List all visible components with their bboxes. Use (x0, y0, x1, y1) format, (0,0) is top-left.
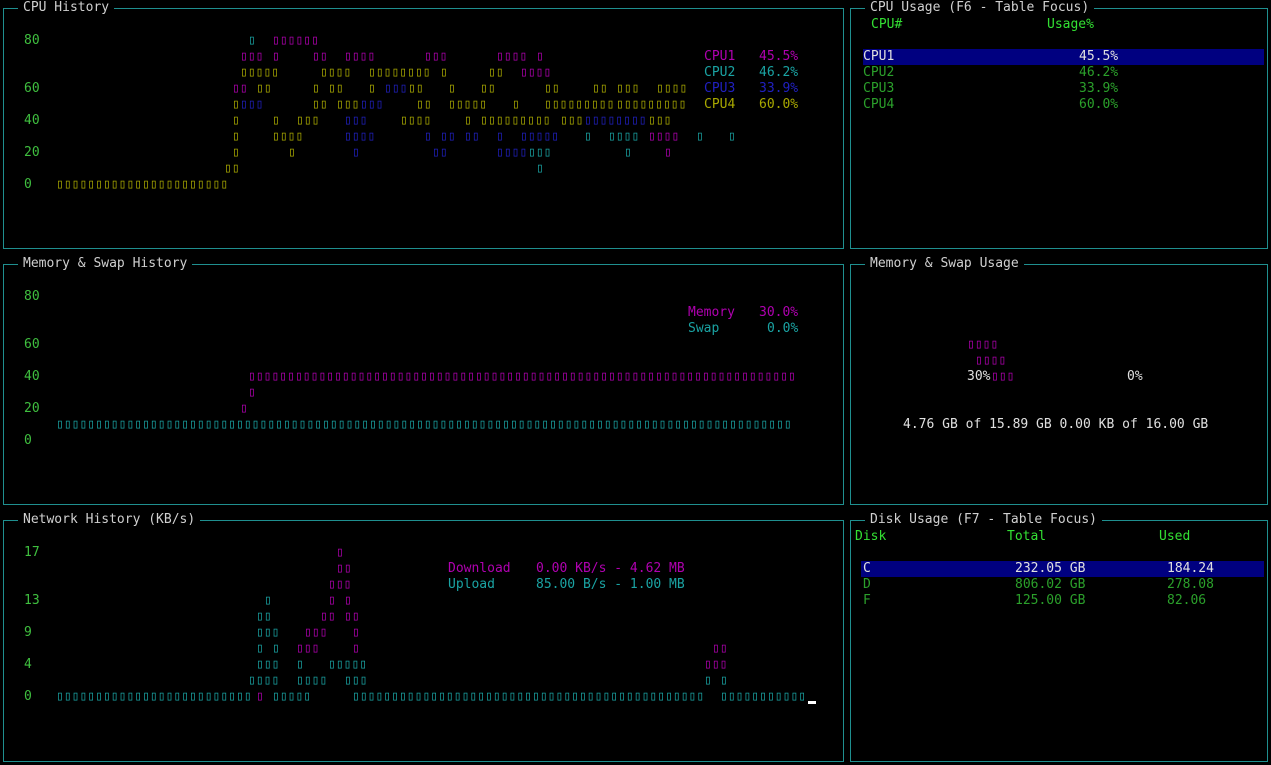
disk-column-header[interactable]: Disk (855, 529, 887, 544)
disk-usage-title: Disk Usage (F7 - Table Focus) (865, 512, 1102, 528)
y-tick: 60 (24, 337, 40, 352)
total-column-header[interactable]: Total (1007, 529, 1047, 544)
disk-total: 806.02 GB (1015, 577, 1086, 592)
network-history-chart: ▯ ▯▯ ▯▯▯ ▯ ▯ ▯ ▯▯ ▯▯ ▯▯ ▯▯▯ ▯▯▯ ▯ ▯ ▯ ▯▯▯ ▯ ▯▯ ▯▯▯ ▯ ▯▯▯▯▯ ▯… (56, 545, 807, 704)
cpu-name: CPU1 (863, 49, 895, 64)
y-tick: 0 (24, 177, 32, 192)
y-tick: 40 (24, 369, 40, 384)
disk-total: 125.00 GB (1015, 593, 1086, 608)
legend-value-upload: 85.00 B/s - 1.00 MB (536, 577, 685, 592)
terminal-cursor (808, 701, 816, 704)
disk-used: 184.24 (1167, 561, 1214, 576)
cpu-usage-value: 60.0% (1079, 97, 1119, 112)
disk-name: C (863, 561, 871, 576)
legend-label-memory: Memory (688, 305, 735, 320)
cpu-usage-value: 45.5% (1079, 49, 1119, 64)
disk-name: D (863, 577, 871, 592)
memory-detail: 4.76 GB of 15.89 GB 0.00 KB of 16.00 GB (903, 417, 1209, 432)
usage-column-header[interactable]: Usage% (1047, 17, 1094, 32)
legend-value-memory: 30.0% (759, 305, 799, 320)
legend-value-download: 0.00 KB/s - 4.62 MB (536, 561, 685, 576)
y-tick: 60 (24, 81, 40, 96)
disk-name: F (863, 593, 871, 608)
y-tick: 4 (24, 657, 32, 672)
cpu-usage-value: 46.2% (1079, 65, 1119, 80)
legend-value-cpu2: 46.2% (759, 65, 799, 80)
cpu-usage-panel[interactable]: CPU Usage (F6 - Table Focus) CPU# Usage%… (850, 0, 1268, 249)
legend-value-cpu4: 60.0% (759, 97, 799, 112)
y-tick: 20 (24, 401, 40, 416)
y-tick: 40 (24, 113, 40, 128)
cpu-usage-title: CPU Usage (F6 - Table Focus) (865, 0, 1095, 16)
y-tick: 80 (24, 289, 40, 304)
y-tick: 20 (24, 145, 40, 160)
cpu-name: CPU3 (863, 81, 895, 96)
memory-percent: 30% (967, 369, 991, 384)
y-tick: 0 (24, 689, 32, 704)
memory-history-chart: ▯▯▯▯▯▯▯▯▯▯▯▯▯▯▯▯▯▯▯▯▯▯▯▯▯▯▯▯▯▯▯▯▯▯▯▯▯▯▯▯… (56, 369, 796, 432)
y-tick: 13 (24, 593, 40, 608)
swap-percent: 0% (1127, 369, 1143, 384)
legend-label-cpu3: CPU3 (704, 81, 736, 96)
network-history-panel: Network History (KB/s) 17 13 9 4 0 ▯ ▯▯ ▯▯… (3, 512, 844, 762)
y-tick: 80 (24, 33, 40, 48)
legend-label-swap: Swap (688, 321, 720, 336)
used-column-header[interactable]: Used (1159, 529, 1191, 544)
selected-row-highlight (861, 561, 1264, 577)
cpu-history-title: CPU History (18, 0, 115, 16)
network-history-title: Network History (KB/s) (18, 512, 201, 528)
memory-history-panel: Memory & Swap History 80 60 40 20 0 ▯▯▯▯… (3, 256, 844, 505)
memory-gauge: ▯▯▯▯ ▯▯▯▯ ▯▯▯ (967, 337, 1015, 384)
cpu-name: CPU4 (863, 97, 895, 112)
legend-label-upload: Upload (448, 577, 495, 592)
legend-value-swap: 0.0% (767, 321, 799, 336)
legend-value-cpu1: 45.5% (759, 49, 799, 64)
cpu-usage-value: 33.9% (1079, 81, 1119, 96)
memory-usage-title: Memory & Swap Usage (865, 256, 1024, 272)
y-tick: 17 (24, 545, 40, 560)
disk-used: 82.06 (1167, 593, 1207, 608)
y-tick: 0 (24, 433, 32, 448)
legend-value-cpu3: 33.9% (759, 81, 799, 96)
legend-label-cpu4: CPU4 (704, 97, 736, 112)
disk-usage-panel[interactable]: Disk Usage (F7 - Table Focus) Disk Total… (850, 512, 1268, 762)
cpu-history-chart: ▯ ▯▯▯▯▯▯ ▯▯▯ ▯ ▯▯ ▯▯▯▯ ▯▯▯ ▯▯▯▯ ▯ ▯▯▯▯▯ ▯▯▯▯ ▯▯▯▯▯▯… (56, 33, 736, 192)
cpu-column-header[interactable]: CPU# (871, 17, 903, 32)
cpu-history-panel: CPU History 80 60 40 20 0 ▯ ▯▯▯▯▯▯ ▯▯▯ ▯ ▯▯ ▯… (3, 0, 844, 249)
legend-label-download: Download (448, 561, 511, 576)
legend-label-cpu2: CPU2 (704, 65, 736, 80)
y-tick: 9 (24, 625, 32, 640)
legend-label-cpu1: CPU1 (704, 49, 736, 64)
memory-usage-panel: Memory & Swap Usage ▯▯▯▯ ▯▯▯▯ ▯▯▯ 30% 0% 4… (850, 256, 1268, 505)
disk-total: 232.05 GB (1015, 561, 1086, 576)
memory-history-title: Memory & Swap History (18, 256, 193, 272)
disk-used: 278.08 (1167, 577, 1214, 592)
selected-row-highlight (863, 49, 1264, 65)
cpu-name: CPU2 (863, 65, 895, 80)
